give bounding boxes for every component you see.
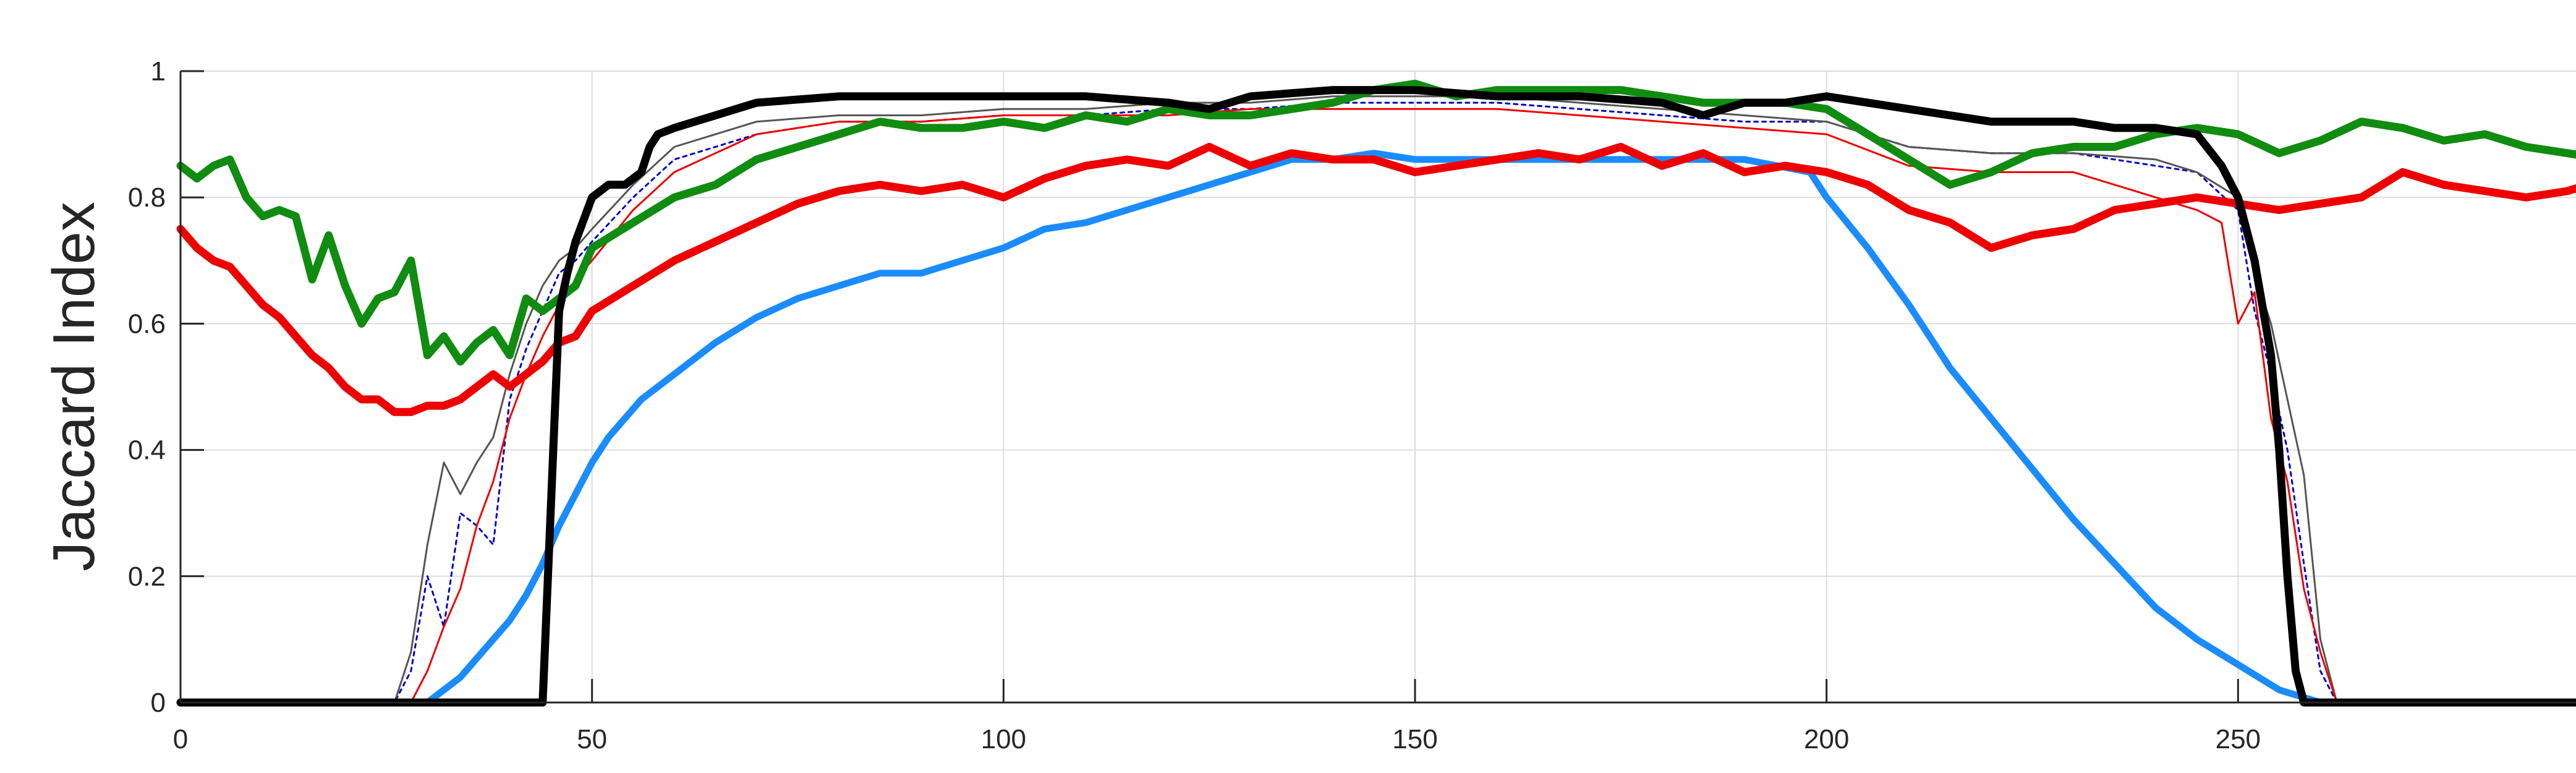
y-tick-label: 0.6	[128, 309, 166, 339]
x-tick-label: 0	[173, 724, 188, 754]
y-tick-label: 0.8	[128, 182, 166, 213]
axis-ticks: 0 50 100 150 200 250 0 0.2 0.4 0.6 0.8 1	[128, 56, 2261, 754]
plot-series	[176, 79, 2576, 707]
x-tick-label: 100	[981, 724, 1026, 754]
x-tick-label: 150	[1392, 724, 1437, 754]
x-tick-label: 50	[577, 724, 607, 754]
y-tick-label: 0.4	[128, 435, 166, 466]
axes	[179, 71, 2576, 704]
x-tick-label: 200	[1804, 724, 1849, 754]
y-tick-label: 1	[151, 56, 166, 87]
series-line-3	[179, 108, 2576, 704]
y-axis-label: Jaccard Index	[41, 202, 107, 571]
y-tick-label: 0	[151, 688, 166, 718]
series-line-5	[176, 143, 2576, 416]
y-tick-label: 0.2	[128, 562, 166, 592]
series-line-4	[177, 150, 2576, 706]
series-line-6	[176, 79, 2576, 366]
x-tick-label: 250	[2216, 724, 2261, 754]
series-line-7	[176, 86, 2576, 707]
